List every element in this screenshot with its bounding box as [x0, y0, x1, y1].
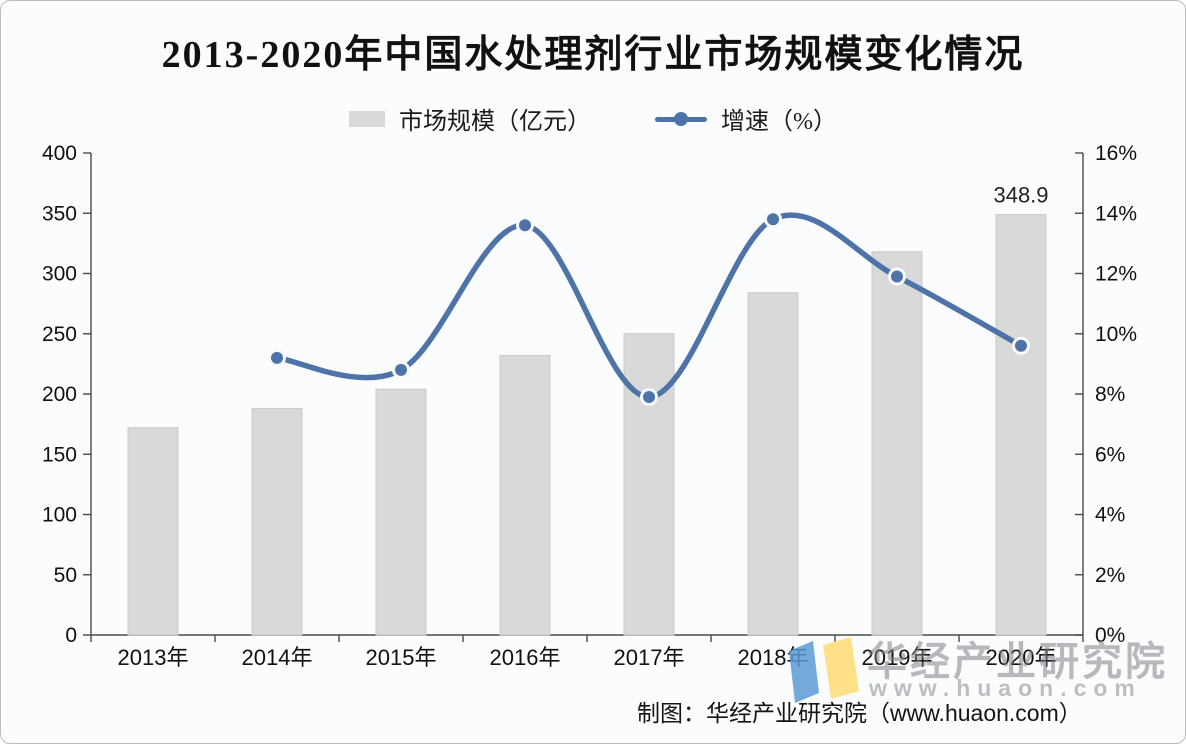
- dot-2019: [888, 267, 906, 286]
- y-left-label-250: 250: [42, 323, 77, 346]
- legend-item-growth: 增速（%）: [655, 101, 837, 136]
- y-right-label-12%: 12%: [1095, 263, 1137, 286]
- bar-2014: [251, 407, 303, 636]
- x-label-2019: 2019年: [862, 645, 933, 670]
- y-left-label-0: 0: [65, 624, 77, 647]
- y-left-label-400: 400: [42, 142, 77, 165]
- source-note: 制图：华经产业研究院（www.huaon.com）: [637, 700, 1082, 726]
- y-left-label-100: 100: [42, 504, 77, 527]
- bar-2020: [995, 214, 1047, 636]
- y-right-label-16%: 16%: [1095, 142, 1137, 165]
- x-label-2017: 2017年: [614, 645, 685, 670]
- dot-2017: [640, 388, 658, 407]
- bar-2018: [747, 292, 799, 636]
- y-right-label-0%: 0%: [1095, 624, 1125, 647]
- y-left-label-350: 350: [42, 202, 77, 225]
- y-left-label-150: 150: [42, 443, 77, 466]
- watermark-text: 华经产业研究院: [867, 640, 1168, 684]
- y-right-label-14%: 14%: [1095, 202, 1137, 225]
- y-right-label-10%: 10%: [1095, 323, 1137, 346]
- line-dot-icon: [655, 111, 707, 127]
- x-label-2014: 2014年: [242, 645, 313, 670]
- dot-2015: [392, 360, 410, 379]
- y-left-label-300: 300: [42, 263, 77, 286]
- dot-2020: [1012, 336, 1030, 355]
- y-left-label-50: 50: [54, 564, 77, 587]
- legend-growth-label: 增速（%）: [721, 109, 837, 135]
- x-label-2020: 2020年: [986, 645, 1057, 670]
- y-left-label-200: 200: [42, 383, 77, 406]
- legend-item-market-size: 市场规模（亿元）: [349, 101, 591, 136]
- watermark-url: www.huaon.com: [869, 675, 1142, 701]
- bar-2013: [127, 427, 179, 636]
- dot-2014: [268, 348, 286, 367]
- dot-2018: [764, 210, 782, 229]
- data-label-348.9: 348.9: [993, 183, 1048, 208]
- legend: 市场规模（亿元） 增速（%）: [1, 101, 1185, 136]
- x-label-2015: 2015年: [366, 645, 437, 670]
- bar-swatch-icon: [349, 110, 385, 127]
- chart-title: 2013-2020年中国水处理剂行业市场规模变化情况: [161, 34, 1025, 76]
- x-label-2013: 2013年: [118, 645, 189, 670]
- y-right-label-6%: 6%: [1095, 443, 1125, 466]
- bar-2019: [871, 251, 923, 636]
- y-right-label-2%: 2%: [1095, 564, 1125, 587]
- y-right-label-4%: 4%: [1095, 504, 1125, 527]
- huaon-logo-icon: [789, 637, 859, 703]
- huaon-logo-blue-page: [789, 641, 819, 703]
- y-right-label-8%: 8%: [1095, 383, 1125, 406]
- bar-2017: [623, 333, 675, 636]
- dot-2016: [516, 216, 534, 235]
- legend-market-size-label: 市场规模（亿元）: [399, 109, 591, 135]
- bar-2015: [375, 388, 427, 636]
- x-label-2016: 2016年: [490, 645, 561, 670]
- huaon-logo-yellow-page: [823, 637, 859, 699]
- bar-2016: [499, 354, 551, 636]
